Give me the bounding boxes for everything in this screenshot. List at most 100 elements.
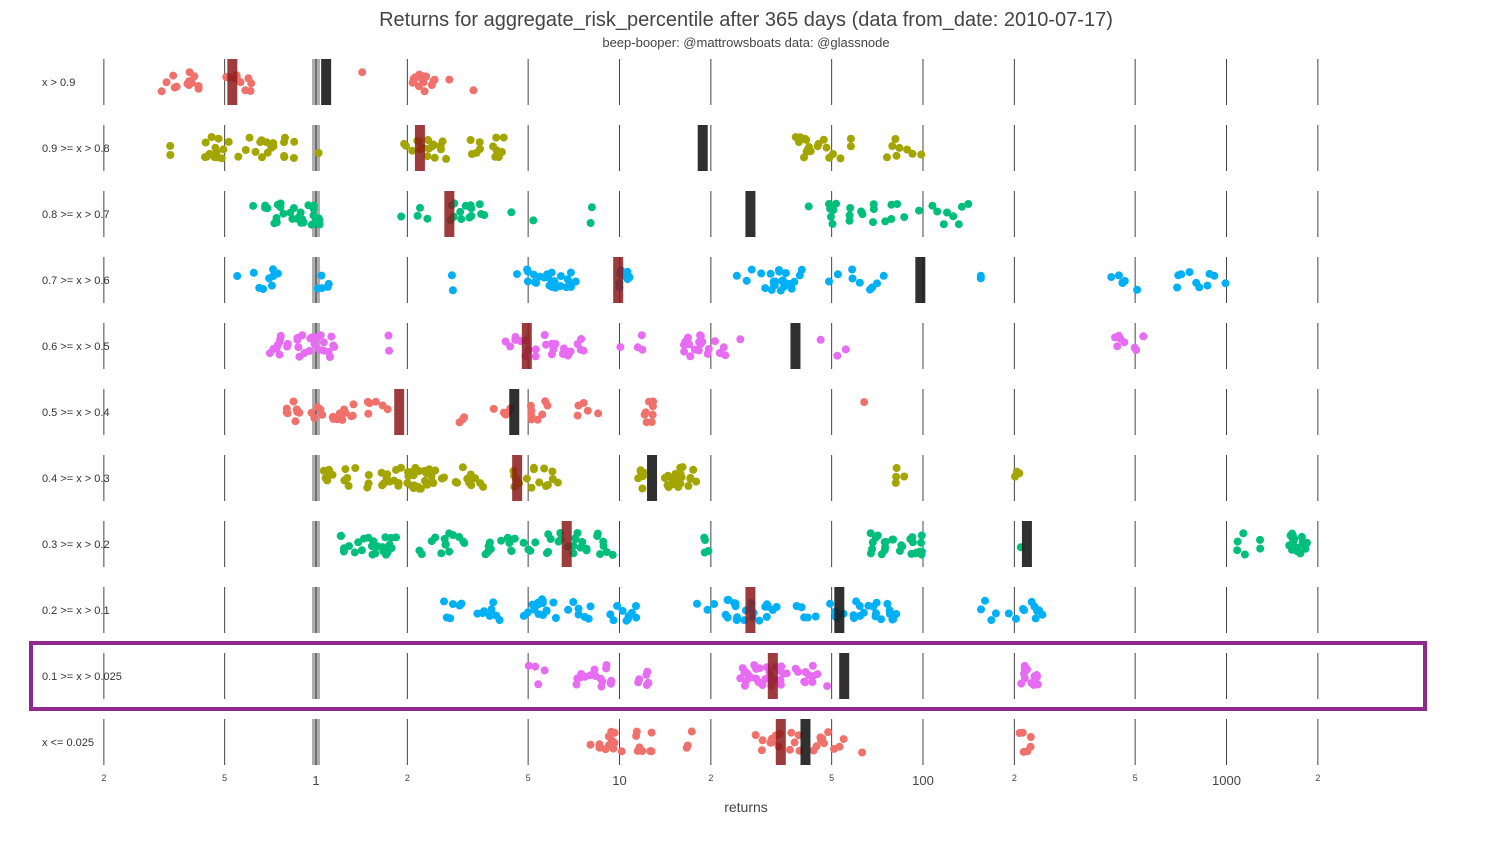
row-0-point: [194, 82, 203, 91]
row-1-point: [492, 133, 501, 142]
row-10-point: [787, 728, 796, 737]
row-8-point: [632, 602, 640, 610]
row-1-point: [800, 153, 808, 162]
x-tick-label: 2: [1012, 773, 1017, 783]
row-7-point: [1256, 535, 1264, 544]
row-3-point: [1221, 279, 1230, 288]
row-1-point: [245, 133, 254, 142]
row-4-point: [566, 347, 575, 356]
row-6-point: [892, 472, 901, 481]
row-4-point: [637, 331, 646, 340]
row-3-point: [532, 278, 541, 287]
row-1-mean-bar: [697, 125, 708, 171]
x-tick-label: 5: [526, 773, 531, 783]
row-1-point: [883, 153, 891, 162]
row-6-point: [463, 474, 472, 483]
row-5-point: [307, 408, 316, 417]
row-3-point: [1177, 270, 1186, 279]
row-1-point: [806, 147, 815, 156]
row-4-point: [315, 345, 324, 354]
row-9-point: [801, 668, 810, 676]
row-8-point: [1035, 606, 1043, 615]
row-9-point: [823, 682, 832, 691]
row-5-point: [291, 417, 300, 426]
row-0-point: [417, 74, 426, 83]
row-4-point: [275, 350, 284, 359]
row-2-point: [826, 212, 835, 221]
row-6-point: [411, 463, 420, 472]
row-6-point: [535, 478, 544, 487]
row-10-point: [812, 742, 821, 751]
row-2-point: [939, 220, 948, 229]
row-6-point: [363, 483, 372, 492]
row-2-point: [943, 208, 951, 217]
row-7-point: [357, 546, 366, 555]
row-7-point: [866, 529, 875, 538]
row-0-point: [469, 86, 478, 95]
row-8-point: [538, 595, 546, 604]
row-2-point: [507, 208, 516, 217]
row-5-point: [349, 400, 358, 409]
row-1-point: [224, 137, 233, 146]
row-3-point: [848, 274, 857, 283]
row-7-point: [481, 550, 490, 559]
row-7-point: [1233, 546, 1242, 555]
row-1-point: [475, 138, 484, 147]
row-3-median-bar: [613, 257, 624, 303]
row-1-point: [269, 142, 278, 151]
row-5-point: [460, 413, 469, 422]
row-2-point: [915, 206, 923, 215]
row-6-point: [471, 474, 480, 483]
row-0-point: [185, 68, 194, 77]
row-1-point: [814, 139, 823, 148]
row-10-point: [1026, 742, 1035, 751]
row-8-point: [877, 615, 886, 624]
row-1-point: [280, 152, 289, 160]
row-2-point: [829, 206, 838, 215]
row-3-point: [855, 278, 864, 287]
row-5-point: [295, 408, 304, 417]
row-3-point: [523, 267, 532, 276]
row-3-point: [513, 270, 521, 279]
row-9-point: [540, 666, 549, 675]
row-label-1: 0.9 >= x > 0.8: [42, 143, 110, 155]
row-0-point: [430, 75, 439, 84]
row-2-point: [416, 203, 424, 212]
row-7-point: [1289, 538, 1298, 546]
row-6-point: [364, 471, 373, 479]
row-7-point: [1239, 529, 1248, 538]
x-tick-label: 5: [1133, 773, 1138, 783]
row-9-point: [572, 680, 581, 689]
row-7-point: [599, 542, 608, 550]
row-8-point: [448, 600, 457, 609]
row-9-point: [534, 680, 543, 689]
row-7-point: [449, 531, 457, 540]
row-7-point: [1301, 544, 1310, 553]
row-2-point: [857, 207, 866, 216]
row-5-point: [316, 405, 325, 414]
row-6-point: [420, 476, 429, 485]
row-8-point: [977, 605, 985, 614]
x-tick-label: 1: [312, 773, 319, 788]
row-4-point: [559, 344, 568, 353]
row-0-point: [358, 68, 367, 77]
row-2-point: [529, 216, 538, 225]
x-tick-label: 100: [912, 773, 934, 788]
row-8-point: [1031, 614, 1040, 623]
row-5-point: [543, 401, 552, 410]
highlight-box: [29, 641, 1427, 711]
row-1-point: [289, 154, 298, 162]
row-4-median-bar: [521, 323, 532, 369]
row-1-point: [314, 149, 323, 157]
row-4-point: [833, 351, 842, 360]
row-3-point: [787, 280, 795, 288]
row-1-point: [908, 149, 917, 158]
row-8-point: [710, 600, 719, 608]
row-10-point: [632, 727, 641, 736]
row-2-point: [456, 207, 465, 216]
row-6-mean-bar: [647, 455, 658, 501]
row-4-point: [276, 335, 285, 344]
row-7-point: [510, 534, 519, 543]
row-2-point: [477, 210, 486, 218]
